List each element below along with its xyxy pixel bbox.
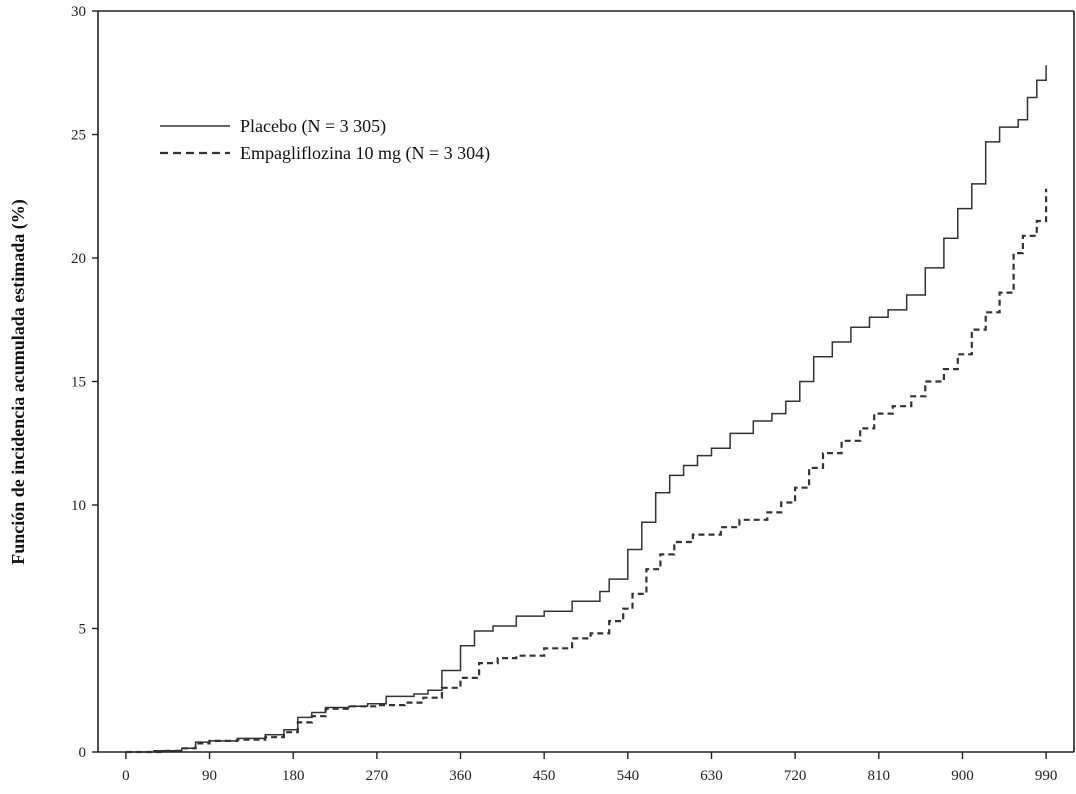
series-lines (125, 65, 1048, 754)
y-tick-label: 5 (79, 622, 87, 638)
legend: Placebo (N = 3 305) Empagliflozina 10 mg … (160, 116, 490, 164)
y-axis-ticks: 0 5 10 15 20 25 30 (71, 4, 98, 761)
y-tick-label: 25 (71, 128, 86, 144)
x-tick-label: 360 (449, 768, 472, 784)
x-tick-label: 0 (122, 768, 130, 784)
x-tick-label: 630 (700, 768, 723, 784)
x-axis-ticks: 0 90 180 270 360 450 540 630 720 810 900 990 (122, 752, 1057, 784)
legend-entry-label: Empagliflozina 10 mg (N = 3 304) (240, 143, 490, 164)
legend-entry-label: Placebo (N = 3 305) (240, 116, 386, 137)
x-tick-label: 90 (202, 768, 217, 784)
placebo-series-line (125, 65, 1047, 753)
x-tick-label: 270 (366, 768, 389, 784)
x-tick-label: 540 (617, 768, 640, 784)
y-tick-label: 10 (71, 498, 86, 514)
x-tick-label: 180 (282, 768, 305, 784)
y-tick-label: 0 (79, 745, 87, 761)
x-tick-label: 720 (784, 768, 807, 784)
y-tick-label: 15 (71, 375, 86, 391)
empagliflozina-series-line (125, 188, 1048, 754)
y-tick-label: 30 (71, 4, 86, 20)
x-tick-label: 810 (868, 768, 891, 784)
y-tick-label: 20 (71, 251, 86, 267)
x-tick-label: 990 (1035, 768, 1058, 784)
x-tick-label: 900 (951, 768, 974, 784)
x-tick-label: 450 (533, 768, 556, 784)
y-axis-label: Función de incidencia acumulada estimada… (8, 199, 29, 565)
